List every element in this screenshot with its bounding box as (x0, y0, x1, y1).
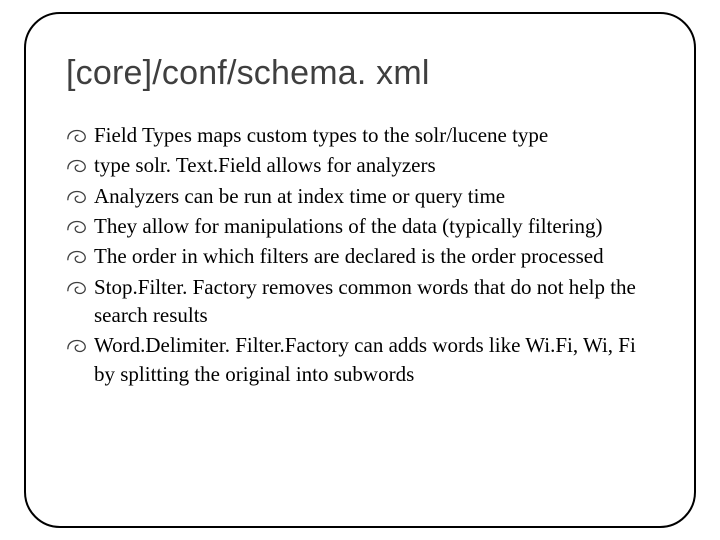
list-item: type solr. Text.Field allows for analyze… (66, 151, 658, 179)
list-item: They allow for manipulations of the data… (66, 212, 658, 240)
slide-title: [core]/conf/schema. xml (66, 54, 658, 93)
slide-frame: [core]/conf/schema. xml Field Types maps… (24, 12, 696, 528)
list-item: The order in which filters are declared … (66, 242, 658, 270)
bullet-text: type solr. Text.Field allows for analyze… (94, 153, 436, 177)
bullet-list: Field Types maps custom types to the sol… (66, 121, 658, 388)
list-item: Field Types maps custom types to the sol… (66, 121, 658, 149)
swirl-icon (66, 334, 88, 352)
swirl-icon (66, 276, 88, 294)
swirl-icon (66, 154, 88, 172)
bullet-text: Stop.Filter. Factory removes common word… (94, 275, 636, 327)
bullet-text: Field Types maps custom types to the sol… (94, 123, 548, 147)
swirl-icon (66, 245, 88, 263)
bullet-text: They allow for manipulations of the data… (94, 214, 603, 238)
bullet-text: Analyzers can be run at index time or qu… (94, 184, 505, 208)
bullet-text: The order in which filters are declared … (94, 244, 604, 268)
swirl-icon (66, 185, 88, 203)
list-item: Word.Delimiter. Filter.Factory can adds … (66, 331, 658, 388)
list-item: Stop.Filter. Factory removes common word… (66, 273, 658, 330)
bullet-text: Word.Delimiter. Filter.Factory can adds … (94, 333, 636, 385)
swirl-icon (66, 124, 88, 142)
swirl-icon (66, 215, 88, 233)
list-item: Analyzers can be run at index time or qu… (66, 182, 658, 210)
